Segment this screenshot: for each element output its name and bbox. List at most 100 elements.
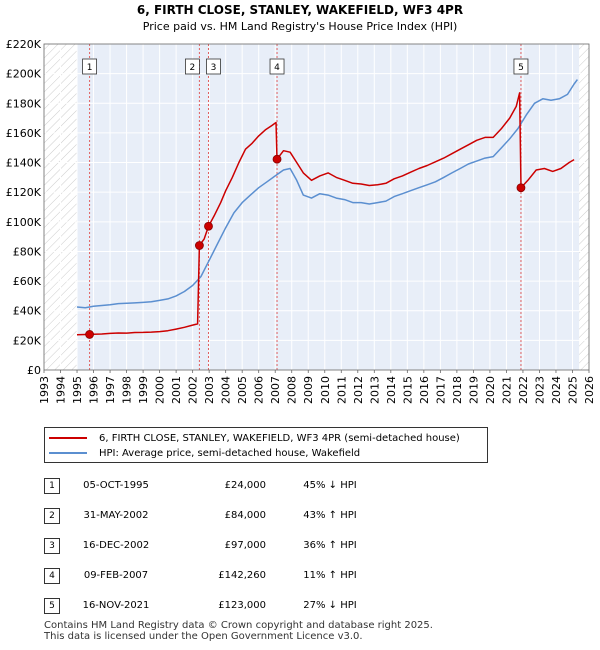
sale-price: £84,000 (224, 510, 266, 521)
sale-point-3 (204, 221, 213, 231)
sale-label-1: 1 (87, 63, 93, 73)
x-tick-label: 2016 (418, 376, 431, 404)
y-tick-label: £20K (13, 334, 42, 347)
sale-label-box-5 (513, 58, 529, 75)
sale-date: 16-DEC-2002 (82, 540, 150, 551)
legend-item-property: 6, FIRTH CLOSE, STANLEY, WAKEFIELD, WF3 … (49, 431, 460, 445)
x-tick-label: 2013 (368, 376, 381, 404)
x-tick-label: 1993 (38, 376, 51, 404)
x-tick-label: 2011 (335, 376, 348, 404)
sale-number-badge: 1 (44, 478, 60, 494)
plot-frame (43, 43, 590, 371)
sale-number-badge: 2 (44, 508, 60, 524)
x-tick-label: 1996 (88, 376, 101, 404)
sale-date: 31-MAY-2002 (83, 510, 149, 521)
sale-point-4 (272, 154, 282, 164)
y-tick-label: £120K (6, 186, 42, 199)
sale-label-5: 5 (518, 63, 524, 73)
sale-hpi-change: 45% ↓ HPI (303, 480, 357, 491)
sale-price: £24,000 (224, 480, 266, 491)
legend-label-property: 6, FIRTH CLOSE, STANLEY, WAKEFIELD, WF3 … (99, 432, 460, 444)
sale-point-1 (85, 330, 94, 339)
x-tick-label: 2021 (500, 376, 513, 404)
sale-label-4: 4 (274, 63, 280, 73)
x-tick-label: 2017 (434, 376, 447, 404)
x-tick-label: 2001 (170, 376, 183, 404)
sale-label-2: 2 (190, 63, 196, 73)
chart-title: 6, FIRTH CLOSE, STANLEY, WAKEFIELD, WF3 … (137, 3, 463, 17)
legend: 6, FIRTH CLOSE, STANLEY, WAKEFIELD, WF3 … (44, 427, 488, 463)
x-tick-label: 1999 (137, 376, 150, 404)
sale-label-box-2 (185, 58, 200, 75)
sale-hpi-change: 27% ↓ HPI (303, 600, 357, 611)
x-tick-label: 2009 (302, 376, 315, 404)
series-line-property (76, 92, 575, 336)
sale-number-badge: 5 (44, 598, 60, 614)
legend-swatch-property (49, 437, 87, 439)
x-tick-label: 2014 (385, 376, 398, 404)
x-tick-label: 2023 (533, 376, 546, 404)
x-tick-label: 2012 (352, 376, 365, 404)
sale-hpi-change: 11% ↑ HPI (303, 570, 357, 581)
sale-row: 4 09-FEB-2007 £142,260 11% ↑ HPI (0, 566, 600, 588)
sale-hpi-change: 36% ↑ HPI (303, 540, 357, 551)
y-tick-label: £200K (6, 68, 42, 81)
y-tick-label: £80K (13, 245, 42, 258)
sale-number-badge: 3 (44, 538, 60, 554)
x-tick-label: 2003 (203, 376, 216, 404)
x-tick-label: 1997 (104, 376, 117, 404)
series-group (76, 79, 578, 336)
x-tick-label: 2008 (286, 376, 299, 404)
x-tick-label: 1998 (121, 376, 134, 404)
x-tick-label: 2002 (187, 376, 200, 404)
y-tick-label: £0 (27, 364, 41, 377)
footer-line-2: This data is licensed under the Open Gov… (44, 631, 363, 642)
hatched-region-after (579, 44, 589, 370)
sale-row: 1 05-OCT-1995 £24,000 45% ↓ HPI (0, 476, 600, 498)
x-tick-label: 2026 (583, 376, 596, 404)
price-chart: 6, FIRTH CLOSE, STANLEY, WAKEFIELD, WF3 … (6, 3, 596, 404)
x-tick-label: 2000 (154, 376, 167, 404)
data-range-band (77, 44, 580, 370)
sale-label-box-1 (82, 58, 97, 75)
x-tick-label: 2006 (253, 376, 266, 404)
y-tick-label: £180K (6, 97, 42, 110)
plot-background (44, 44, 589, 370)
x-tick-label: 2007 (269, 376, 282, 404)
sale-date: 05-OCT-1995 (83, 480, 149, 491)
footer-attribution: Contains HM Land Registry data © Crown c… (44, 620, 433, 642)
legend-label-hpi: HPI: Average price, semi-detached house,… (99, 447, 361, 459)
axes: £0 £20K £40K £60K £80K £100K £120K £140K £160K £1… (6, 38, 596, 404)
chart-subtitle: Price paid vs. HM Land Registry's House … (143, 20, 458, 33)
sale-markers: 1 2 3 4 5 (82, 58, 529, 339)
sale-number-badge: 4 (44, 568, 60, 584)
sale-price: £97,000 (224, 540, 266, 551)
x-tick-label: 2019 (467, 376, 480, 404)
x-tick-label: 2010 (319, 376, 332, 404)
sale-hpi-change: 43% ↑ HPI (303, 510, 357, 521)
x-tick-label: 2024 (550, 376, 563, 404)
y-tick-label: £140K (6, 157, 42, 170)
legend-swatch-hpi (49, 452, 87, 454)
sale-point-2 (195, 241, 204, 250)
y-tick-label: £100K (6, 216, 42, 229)
x-tick-label: 1995 (71, 376, 84, 404)
y-tick-label: £40K (13, 305, 42, 318)
sale-point-5 (516, 183, 526, 193)
legend-item-hpi: HPI: Average price, semi-detached house,… (49, 446, 360, 460)
x-tick-label: 1994 (55, 376, 68, 404)
footer-line-1: Contains HM Land Registry data © Crown c… (44, 620, 433, 631)
x-tick-label: 2020 (484, 376, 497, 404)
sale-label-box-3 (206, 58, 221, 75)
x-tick-label: 2022 (517, 376, 530, 404)
sale-date: 09-FEB-2007 (83, 570, 149, 581)
x-tick-label: 2005 (236, 376, 249, 404)
sale-price: £123,000 (218, 600, 266, 611)
y-tick-label: £160K (6, 127, 42, 140)
x-tick-label: 2025 (566, 376, 579, 404)
x-tick-label: 2015 (401, 376, 414, 404)
sale-price: £142,260 (218, 570, 266, 581)
sale-row: 5 16-NOV-2021 £123,000 27% ↓ HPI (0, 596, 600, 618)
series-line-hpi (76, 79, 578, 309)
y-tick-label: £60K (13, 275, 42, 288)
